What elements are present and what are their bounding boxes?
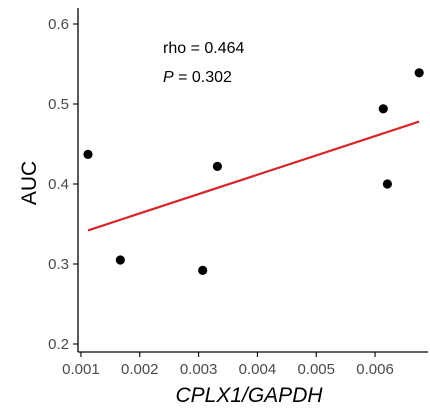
data-point xyxy=(414,68,424,78)
data-point xyxy=(83,149,93,159)
y-tick-label: 0.6 xyxy=(48,16,69,33)
y-tick-label: 0.5 xyxy=(48,96,69,113)
x-axis-ticks: 0.001 0.002 0.003 0.004 0.005 0.006 xyxy=(62,352,394,378)
p-value: = 0.302 xyxy=(174,69,232,86)
y-tick-label: 0.4 xyxy=(48,176,69,193)
x-tick-label: 0.006 xyxy=(356,361,394,378)
rho-annotation: rho = 0.464 xyxy=(163,40,245,57)
x-tick-label: 0.003 xyxy=(180,361,218,378)
regression-line xyxy=(87,120,420,232)
p-annotation: P = 0.302 xyxy=(163,69,232,86)
data-point xyxy=(198,265,208,275)
x-tick-label: 0.004 xyxy=(239,361,277,378)
p-symbol: P xyxy=(163,69,174,86)
y-axis-ticks: 0.2 0.3 0.4 0.5 0.6 xyxy=(48,16,78,353)
x-axis-title: CPLX1/GAPDH xyxy=(175,384,323,407)
y-tick-label: 0.3 xyxy=(48,256,69,273)
plot-area xyxy=(83,68,424,275)
x-tick-label: 0.002 xyxy=(121,361,159,378)
y-tick-label: 0.2 xyxy=(48,336,69,353)
x-tick-label: 0.005 xyxy=(297,361,335,378)
data-point xyxy=(212,161,223,171)
data-point xyxy=(382,179,393,189)
x-tick-label: 0.001 xyxy=(62,361,100,378)
data-point xyxy=(115,255,125,265)
y-axis-title: AUC xyxy=(18,161,41,205)
data-point xyxy=(378,104,388,114)
